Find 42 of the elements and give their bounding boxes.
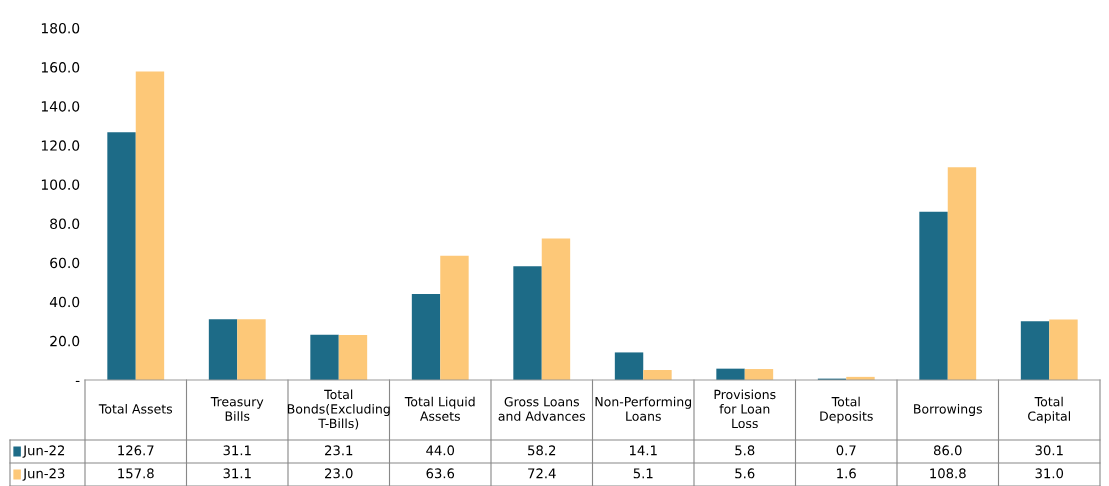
data-label: 126.7 [118,445,154,456]
y-tick-label: - [75,380,80,383]
data-label: 31.1 [223,445,251,456]
data-label: 72.4 [528,468,556,479]
data-label: 86.0 [933,445,962,456]
x-tick-label: Total Deposits [820,396,873,424]
x-tick-label: Gross Loans and Advances [498,396,586,421]
data-label: 157.8 [118,468,154,479]
data-label: 5.8 [735,445,755,456]
data-label: 1.6 [837,468,856,479]
data-label: 30.1 [1035,445,1063,456]
y-tick-label: 40.0 [49,296,80,308]
data-label: 63.6 [426,468,455,479]
y-tick-label: 80.0 [50,218,80,230]
y-tick-label: 140.0 [41,101,80,112]
data-label: 31.0 [1035,468,1064,479]
data-label: 23.0 [325,468,353,479]
x-tick-label: Total Capital [1028,396,1070,424]
x-tick-label: Borrowings [914,403,982,417]
y-tick-label: 180.0 [41,22,80,34]
data-label: 108.8 [930,468,966,479]
data-label: 44.0 [426,445,455,456]
x-tick-label: Non-Performing Loans [595,396,692,421]
y-tick-label: 120.0 [41,140,80,151]
data-label: 14.1 [630,445,657,456]
x-tick-label: Total Liquid Assets [404,396,475,421]
y-tick-label: 60.0 [50,257,80,269]
y-tick-label: 100.0 [41,179,80,190]
data-label: 5.1 [633,468,653,479]
x-tick-label: Total Bonds(Excluding T-Bills) [287,389,390,430]
legend-label: Jun-23 [22,468,65,481]
data-label: 5.6 [735,468,755,479]
x-tick-label: Treasury Bills [210,397,264,421]
x-tick-label: Provisions for Loan Loss [714,389,776,429]
legend-label: Jun-22 [22,445,65,458]
data-label: 0.7 [836,445,856,456]
data-label: 58.2 [528,445,556,456]
y-tick-label: 160.0 [41,62,80,73]
data-label: 23.1 [325,445,353,456]
y-tick-label: 20.0 [50,335,80,347]
x-tick-label: Total Assets [98,403,173,414]
data-label: 31.1 [223,468,251,479]
